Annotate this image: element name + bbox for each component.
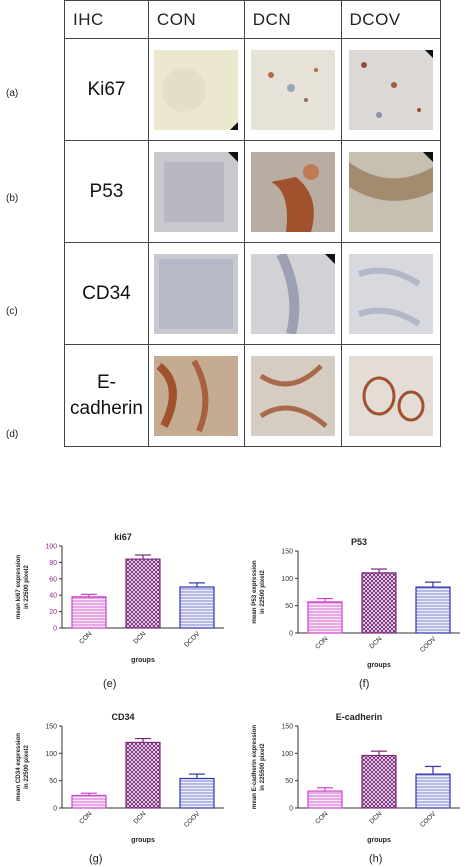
bar-dcn <box>361 572 397 634</box>
y-axis-label: mean CD34 expressionin 22500 pixel2 <box>15 733 30 801</box>
y-tick-label: 0 <box>289 806 293 813</box>
micrograph-cd34-dcn <box>250 253 335 334</box>
micrograph-cd34-dcov <box>348 253 433 334</box>
x-tick-label: CON <box>78 810 93 825</box>
header-ihc: IHC <box>73 9 104 29</box>
bar-coov <box>415 773 451 809</box>
marker-p53: P53 <box>64 140 149 243</box>
y-tick-label: 40 <box>49 593 57 600</box>
chart-cd34: CD34 mean CD34 expressionin 22500 pixel2 0… <box>15 712 224 844</box>
row-cd34: CD34 <box>64 242 442 345</box>
row-ecadherin: E-cadherin <box>64 344 442 447</box>
marker-ecadherin: E-cadherin <box>64 344 149 447</box>
x-tick-label: DCN <box>132 630 147 645</box>
bar-coov <box>179 777 215 809</box>
y-tick-label: 0 <box>289 631 293 638</box>
micrograph-p53-dcn <box>250 151 335 232</box>
bar-dcn <box>125 558 161 629</box>
y-tick-label: 150 <box>45 724 57 731</box>
chart-title: CD34 <box>111 712 134 722</box>
bar-con <box>71 596 107 629</box>
panel-label-e: (e) <box>103 678 117 690</box>
y-tick-label: 100 <box>281 576 293 583</box>
bar-dcn <box>361 754 397 809</box>
row-label-a: (a) <box>6 88 19 99</box>
y-tick-label: 50 <box>285 603 293 610</box>
x-tick-label: COOV <box>419 635 438 654</box>
x-axis-label: groups <box>367 662 391 669</box>
y-tick-label: 100 <box>45 544 57 551</box>
micrograph-cd34-con <box>154 253 239 334</box>
x-tick-label: DCN <box>368 635 383 650</box>
row-label-c: (c) <box>6 306 18 317</box>
chart-ecadherin: E-cadherin mean E-cadherin expressionin 2… <box>251 712 460 844</box>
micrograph-ecadherin-dcn <box>250 355 335 436</box>
micrograph-p53-dcov <box>348 151 433 232</box>
row-ki67: Ki67 <box>64 38 442 141</box>
header-dcov: DCOV <box>349 9 401 29</box>
y-tick-label: 60 <box>49 576 57 583</box>
header-dcn: DCN <box>252 9 292 29</box>
bar-con <box>307 790 343 809</box>
panel-label-g: (g) <box>89 853 103 865</box>
y-tick-label: 150 <box>281 549 293 556</box>
y-tick-label: 50 <box>49 778 57 785</box>
chart-title: ki67 <box>114 532 132 542</box>
micrograph-p53-con <box>154 151 239 232</box>
bar-dcn <box>125 741 161 809</box>
x-tick-label: COOV <box>419 810 438 829</box>
x-axis-label: groups <box>131 837 155 844</box>
chart-title: E-cadherin <box>336 712 383 722</box>
chart-title: P53 <box>351 537 367 547</box>
panel-label-h: (h) <box>369 853 383 865</box>
bar-con <box>71 794 107 809</box>
x-tick-label: COOV <box>183 810 202 829</box>
bar-coov <box>415 586 451 634</box>
micrograph-ki67-dcn <box>250 49 335 130</box>
x-axis-label: groups <box>367 837 391 844</box>
row-label-d: (d) <box>6 429 19 440</box>
y-axis-label: mean P53 expressionin 22500 pixel2 <box>251 560 266 624</box>
y-tick-label: 100 <box>281 751 293 758</box>
ihc-header-row: IHC CON DCN DCOV <box>64 0 442 39</box>
micrograph-ecadherin-con <box>154 355 239 436</box>
y-tick-label: 0 <box>53 806 57 813</box>
x-axis-label: groups <box>131 657 155 664</box>
micrograph-ki67-con <box>154 49 239 130</box>
marker-cd34: CD34 <box>64 242 149 345</box>
bar-con <box>307 601 343 634</box>
micrograph-ki67-dcov <box>348 49 433 130</box>
y-axis-label: mean E-cadherin expressionin 225500 pixe… <box>251 725 266 809</box>
y-tick-label: 50 <box>285 778 293 785</box>
chart-ki67: ki67 mean ki67 expressionin 22500 pixel2 0… <box>15 532 224 664</box>
y-tick-label: 20 <box>49 609 57 616</box>
header-con: CON <box>156 9 197 29</box>
row-label-b: (b) <box>6 193 19 204</box>
y-tick-label: 150 <box>281 724 293 731</box>
y-tick-label: 80 <box>49 560 57 567</box>
micrograph-ecadherin-dcov <box>348 355 433 436</box>
y-tick-label: 100 <box>45 751 57 758</box>
x-tick-label: DCN <box>368 810 383 825</box>
panel-label-f: (f) <box>359 678 370 690</box>
ihc-table: IHC CON DCN DCOV Ki67 P53 CD34 E-cadheri… <box>64 0 442 447</box>
x-tick-label: CON <box>78 630 93 645</box>
x-tick-label: CON <box>314 635 329 650</box>
marker-ki67: Ki67 <box>64 38 149 141</box>
x-tick-label: DCN <box>132 810 147 825</box>
chart-p53: P53 mean P53 expressionin 22500 pixel2 0 50… <box>251 537 460 669</box>
x-tick-label: DCOV <box>183 630 202 649</box>
y-tick-label: 0 <box>53 626 57 633</box>
row-p53: P53 <box>64 140 442 243</box>
y-axis-label: mean ki67 expressionin 22500 pixel2 <box>15 555 30 620</box>
x-tick-label: CON <box>314 810 329 825</box>
bar-dcov <box>179 586 215 629</box>
